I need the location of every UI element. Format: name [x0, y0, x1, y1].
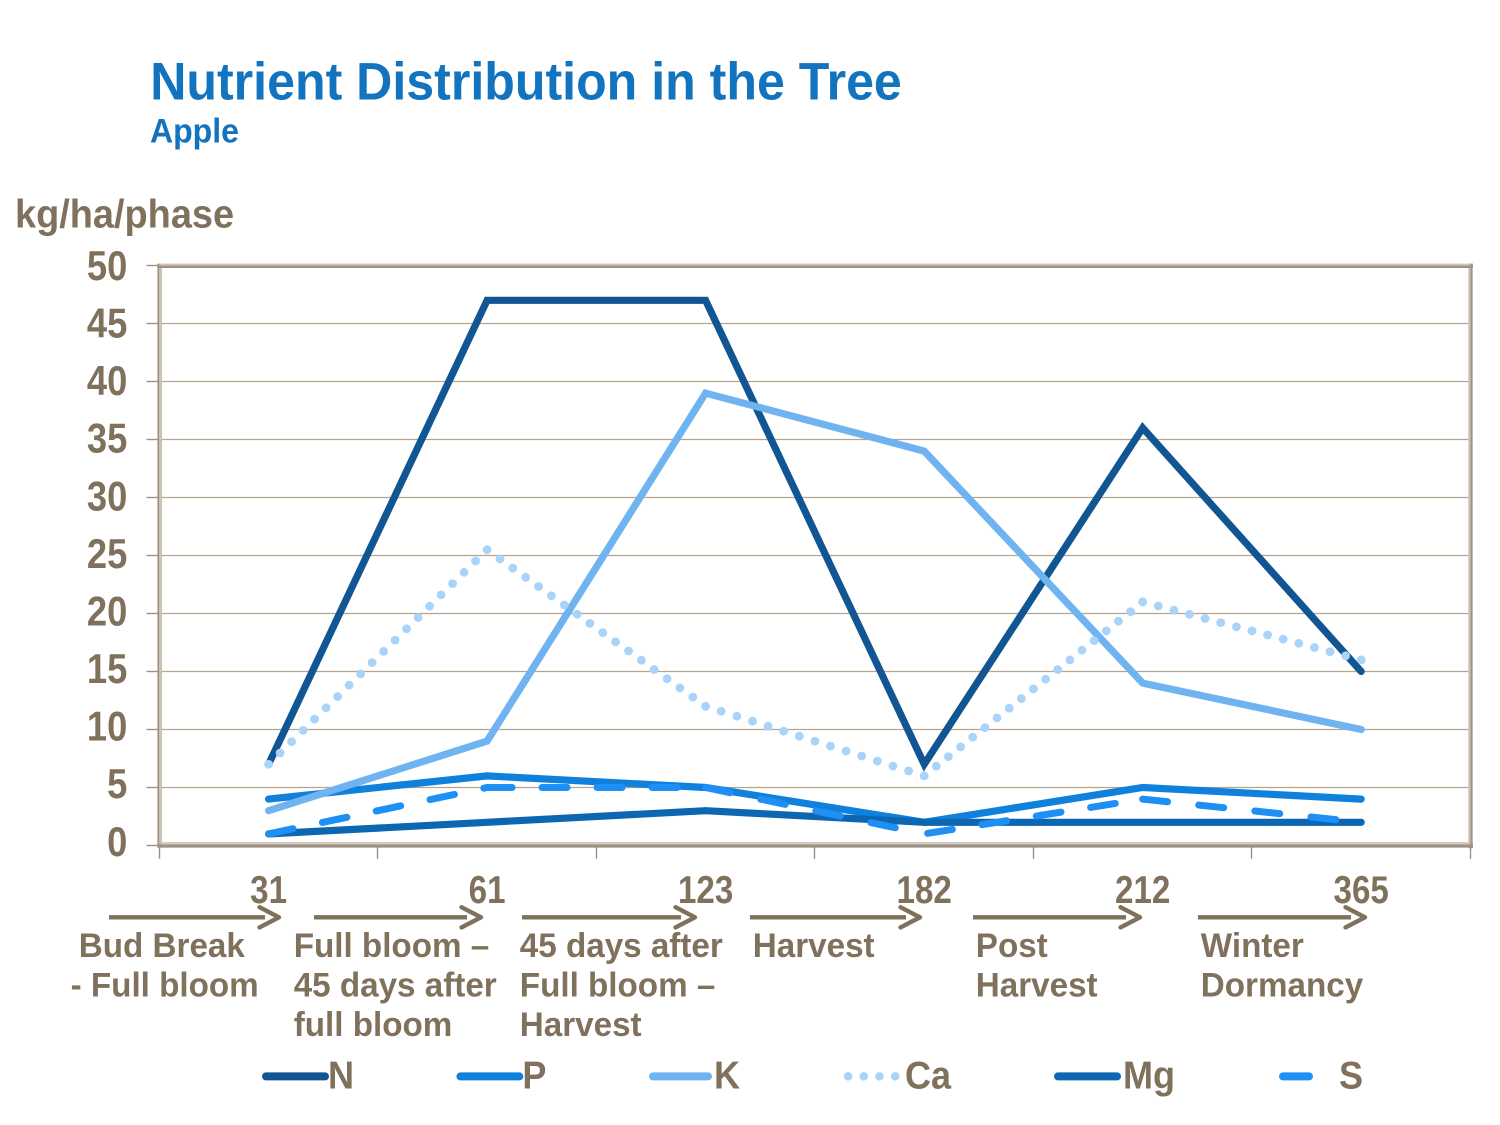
- svg-text:Post: Post: [976, 926, 1048, 965]
- svg-text:40: 40: [87, 358, 127, 405]
- svg-text:50: 50: [87, 243, 127, 290]
- svg-text:Harvest: Harvest: [976, 966, 1098, 1005]
- svg-text:kg/ha/phase: kg/ha/phase: [15, 192, 234, 236]
- svg-text:Full bloom –: Full bloom –: [520, 966, 716, 1005]
- svg-text:full bloom: full bloom: [294, 1005, 453, 1044]
- svg-text:0: 0: [107, 818, 127, 865]
- svg-text:Full bloom –: Full bloom –: [294, 926, 490, 965]
- svg-text:20: 20: [87, 588, 127, 635]
- svg-text:N: N: [328, 1053, 354, 1097]
- svg-text:5: 5: [107, 761, 127, 808]
- svg-text:365: 365: [1334, 868, 1389, 912]
- svg-text:Harvest: Harvest: [520, 1005, 642, 1044]
- svg-text:K: K: [714, 1053, 740, 1097]
- svg-text:- Full bloom: - Full bloom: [71, 966, 259, 1005]
- svg-text:Mg: Mg: [1123, 1053, 1175, 1097]
- svg-text:31: 31: [250, 868, 287, 912]
- svg-text:15: 15: [87, 646, 127, 693]
- svg-text:10: 10: [87, 703, 127, 750]
- svg-text:S: S: [1339, 1053, 1363, 1097]
- svg-text:45 days after: 45 days after: [294, 966, 497, 1005]
- svg-text:Dormancy: Dormancy: [1201, 966, 1363, 1005]
- svg-text:Winter: Winter: [1201, 926, 1304, 965]
- svg-text:45 days after: 45 days after: [520, 926, 723, 965]
- svg-text:Bud Break: Bud Break: [79, 926, 245, 965]
- svg-text:30: 30: [87, 473, 127, 520]
- svg-text:Harvest: Harvest: [753, 926, 875, 965]
- svg-text:61: 61: [469, 868, 506, 912]
- svg-text:Nutrient Distribution in the T: Nutrient Distribution in the Tree: [150, 51, 902, 110]
- svg-text:212: 212: [1115, 868, 1170, 912]
- svg-text:Apple: Apple: [150, 112, 239, 150]
- svg-text:123: 123: [678, 868, 733, 912]
- svg-text:45: 45: [87, 300, 127, 347]
- svg-text:25: 25: [87, 530, 127, 577]
- svg-text:Ca: Ca: [905, 1053, 952, 1097]
- svg-text:35: 35: [87, 415, 127, 462]
- svg-text:P: P: [522, 1053, 546, 1097]
- svg-text:182: 182: [897, 868, 952, 912]
